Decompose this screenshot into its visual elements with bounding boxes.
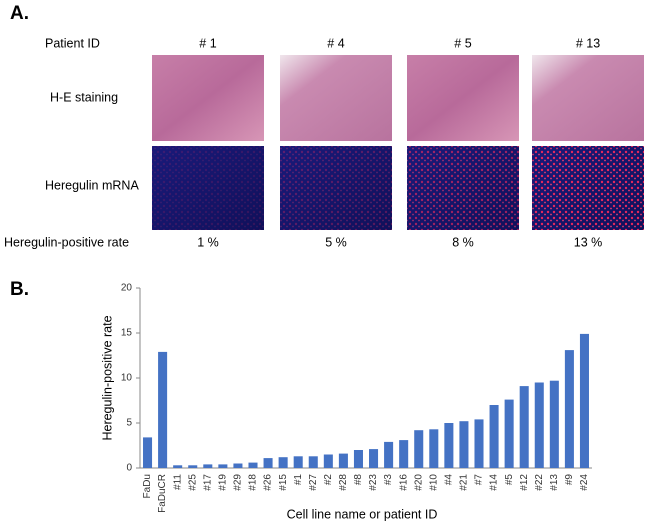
bar [248,462,258,468]
x-tick-label: #20 [413,474,424,491]
x-tick-label: #24 [579,474,590,491]
x-tick-label: #7 [474,474,485,486]
y-tick-label: 0 [126,463,132,474]
bar [474,419,484,468]
he-image [407,55,519,141]
bar [203,464,213,468]
x-tick-label: #3 [383,474,394,486]
bar-chart: 0 5 10 15 20 FaDu FaDuCR #11 #25 #17 #19 #29 #18 #26 #… [100,283,592,521]
x-tick-label: #10 [428,474,439,491]
bar [549,380,559,468]
x-tick-label: #28 [338,474,349,491]
x-tick-label: #21 [459,474,470,491]
row-label: Heregulin mRNA [45,178,139,192]
x-tick-label: #12 [519,474,530,491]
patient-id: # 13 [576,36,600,50]
x-tick-label: #11 [172,474,183,490]
panel-label: A. [10,3,29,24]
y-tick-label: 15 [121,328,133,339]
bar [338,453,348,468]
bar [414,430,424,468]
x-tick-label: #25 [187,474,198,491]
y-tick-label: 5 [126,418,132,429]
bar [369,449,379,468]
x-tick-label: #26 [263,474,274,491]
positive-rate: 8 % [452,235,474,249]
patient-id: # 4 [327,36,344,50]
bar [444,423,454,468]
x-tick-label: FaDu [142,474,153,498]
he-image [280,55,392,141]
bar [233,463,243,468]
bar [308,456,318,468]
bar [399,440,409,468]
x-tick-label: #13 [549,474,560,491]
panel-label: B. [10,279,29,300]
x-tick-label: #29 [233,474,244,491]
row-label: H-E staining [50,90,118,104]
x-tick-label: FaDuCR [157,474,168,513]
y-tick-label: 10 [121,373,133,384]
x-tick-label: #16 [398,474,409,491]
bar [564,350,574,468]
bar [504,399,514,468]
bar [323,454,333,468]
bar [143,437,153,468]
x-tick-label: #14 [489,474,500,491]
y-axis-title: Heregulin-positive rate [100,315,114,440]
bar [429,429,439,468]
row-label: Heregulin-positive rate [4,235,129,249]
he-image [532,55,644,141]
bar [158,351,168,468]
bar [384,441,394,468]
mrna-signal [152,146,264,230]
x-tick-label: #9 [564,474,575,486]
positive-rate: 1 % [197,235,219,249]
mrna-signal [407,146,519,230]
patient-id: # 5 [454,36,471,50]
bar [534,382,544,468]
bar [459,421,469,468]
bar [579,333,589,468]
bar [293,456,303,468]
patient-id: # 1 [199,36,216,50]
x-axis-title: Cell line name or patient ID [287,507,438,521]
bar [489,405,499,468]
bar [519,386,529,468]
x-tick-label: #27 [308,474,319,491]
row-label: Patient ID [45,36,100,50]
x-tick-label: #17 [202,474,213,491]
bar [173,465,183,468]
x-tick-label: #8 [353,474,364,486]
bar [278,457,288,468]
x-tick-label: #22 [534,474,545,491]
mrna-signal [280,146,392,230]
positive-rate: 5 % [325,235,347,249]
positive-rate: 13 % [574,235,603,249]
x-tick-label: #19 [218,474,229,491]
x-tick-label: #2 [323,474,334,486]
x-tick-label: #18 [248,474,259,491]
y-tick-label: 20 [121,283,133,294]
mrna-signal [532,146,644,230]
bar [353,450,363,468]
bar [218,464,228,468]
bar [263,458,273,468]
he-image [152,55,264,141]
x-tick-label: #5 [504,474,515,486]
x-tick-label: #4 [444,474,455,486]
x-tick-label: #23 [368,474,379,491]
x-tick-label: #15 [278,474,289,491]
x-tick-label: #1 [293,474,304,486]
bar [188,465,198,468]
